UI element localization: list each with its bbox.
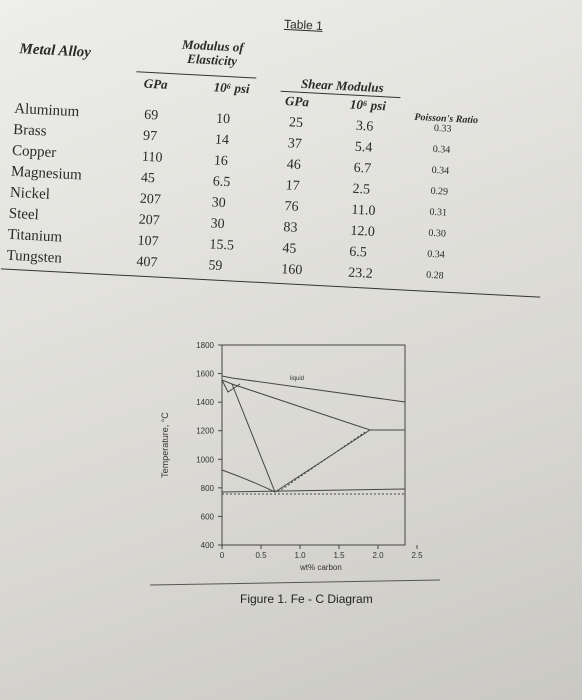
x-tick-label: 2.0 <box>372 551 384 560</box>
x-tick-label: 1.0 <box>294 551 306 560</box>
y-tick-label: 1200 <box>196 427 214 436</box>
y-tick-label: 600 <box>201 512 215 521</box>
y-tick-label: 800 <box>201 484 215 493</box>
y-tick-label: 1600 <box>196 370 214 379</box>
x-tick-label: 0 <box>220 551 225 560</box>
x-tick-label: 2.5 <box>411 551 423 560</box>
region-label: liquid <box>290 376 304 382</box>
y-tick-label: 1000 <box>196 455 214 464</box>
y-tick-label: 400 <box>201 541 215 550</box>
x-axis-label: wt% carbon <box>299 563 342 572</box>
phase-lines <box>221 375 406 495</box>
y-tick-label: 1800 <box>196 341 214 350</box>
y-axis-label: Temperature, °C <box>160 412 170 478</box>
y-tick-label: 1400 <box>196 398 214 407</box>
caption: Figure 1. Fe - C Diagram <box>240 592 373 606</box>
rule <box>149 579 441 586</box>
plot-frame <box>221 344 406 546</box>
x-tick-label: 1.5 <box>333 551 345 560</box>
x-tick-label: 0.5 <box>255 551 267 560</box>
